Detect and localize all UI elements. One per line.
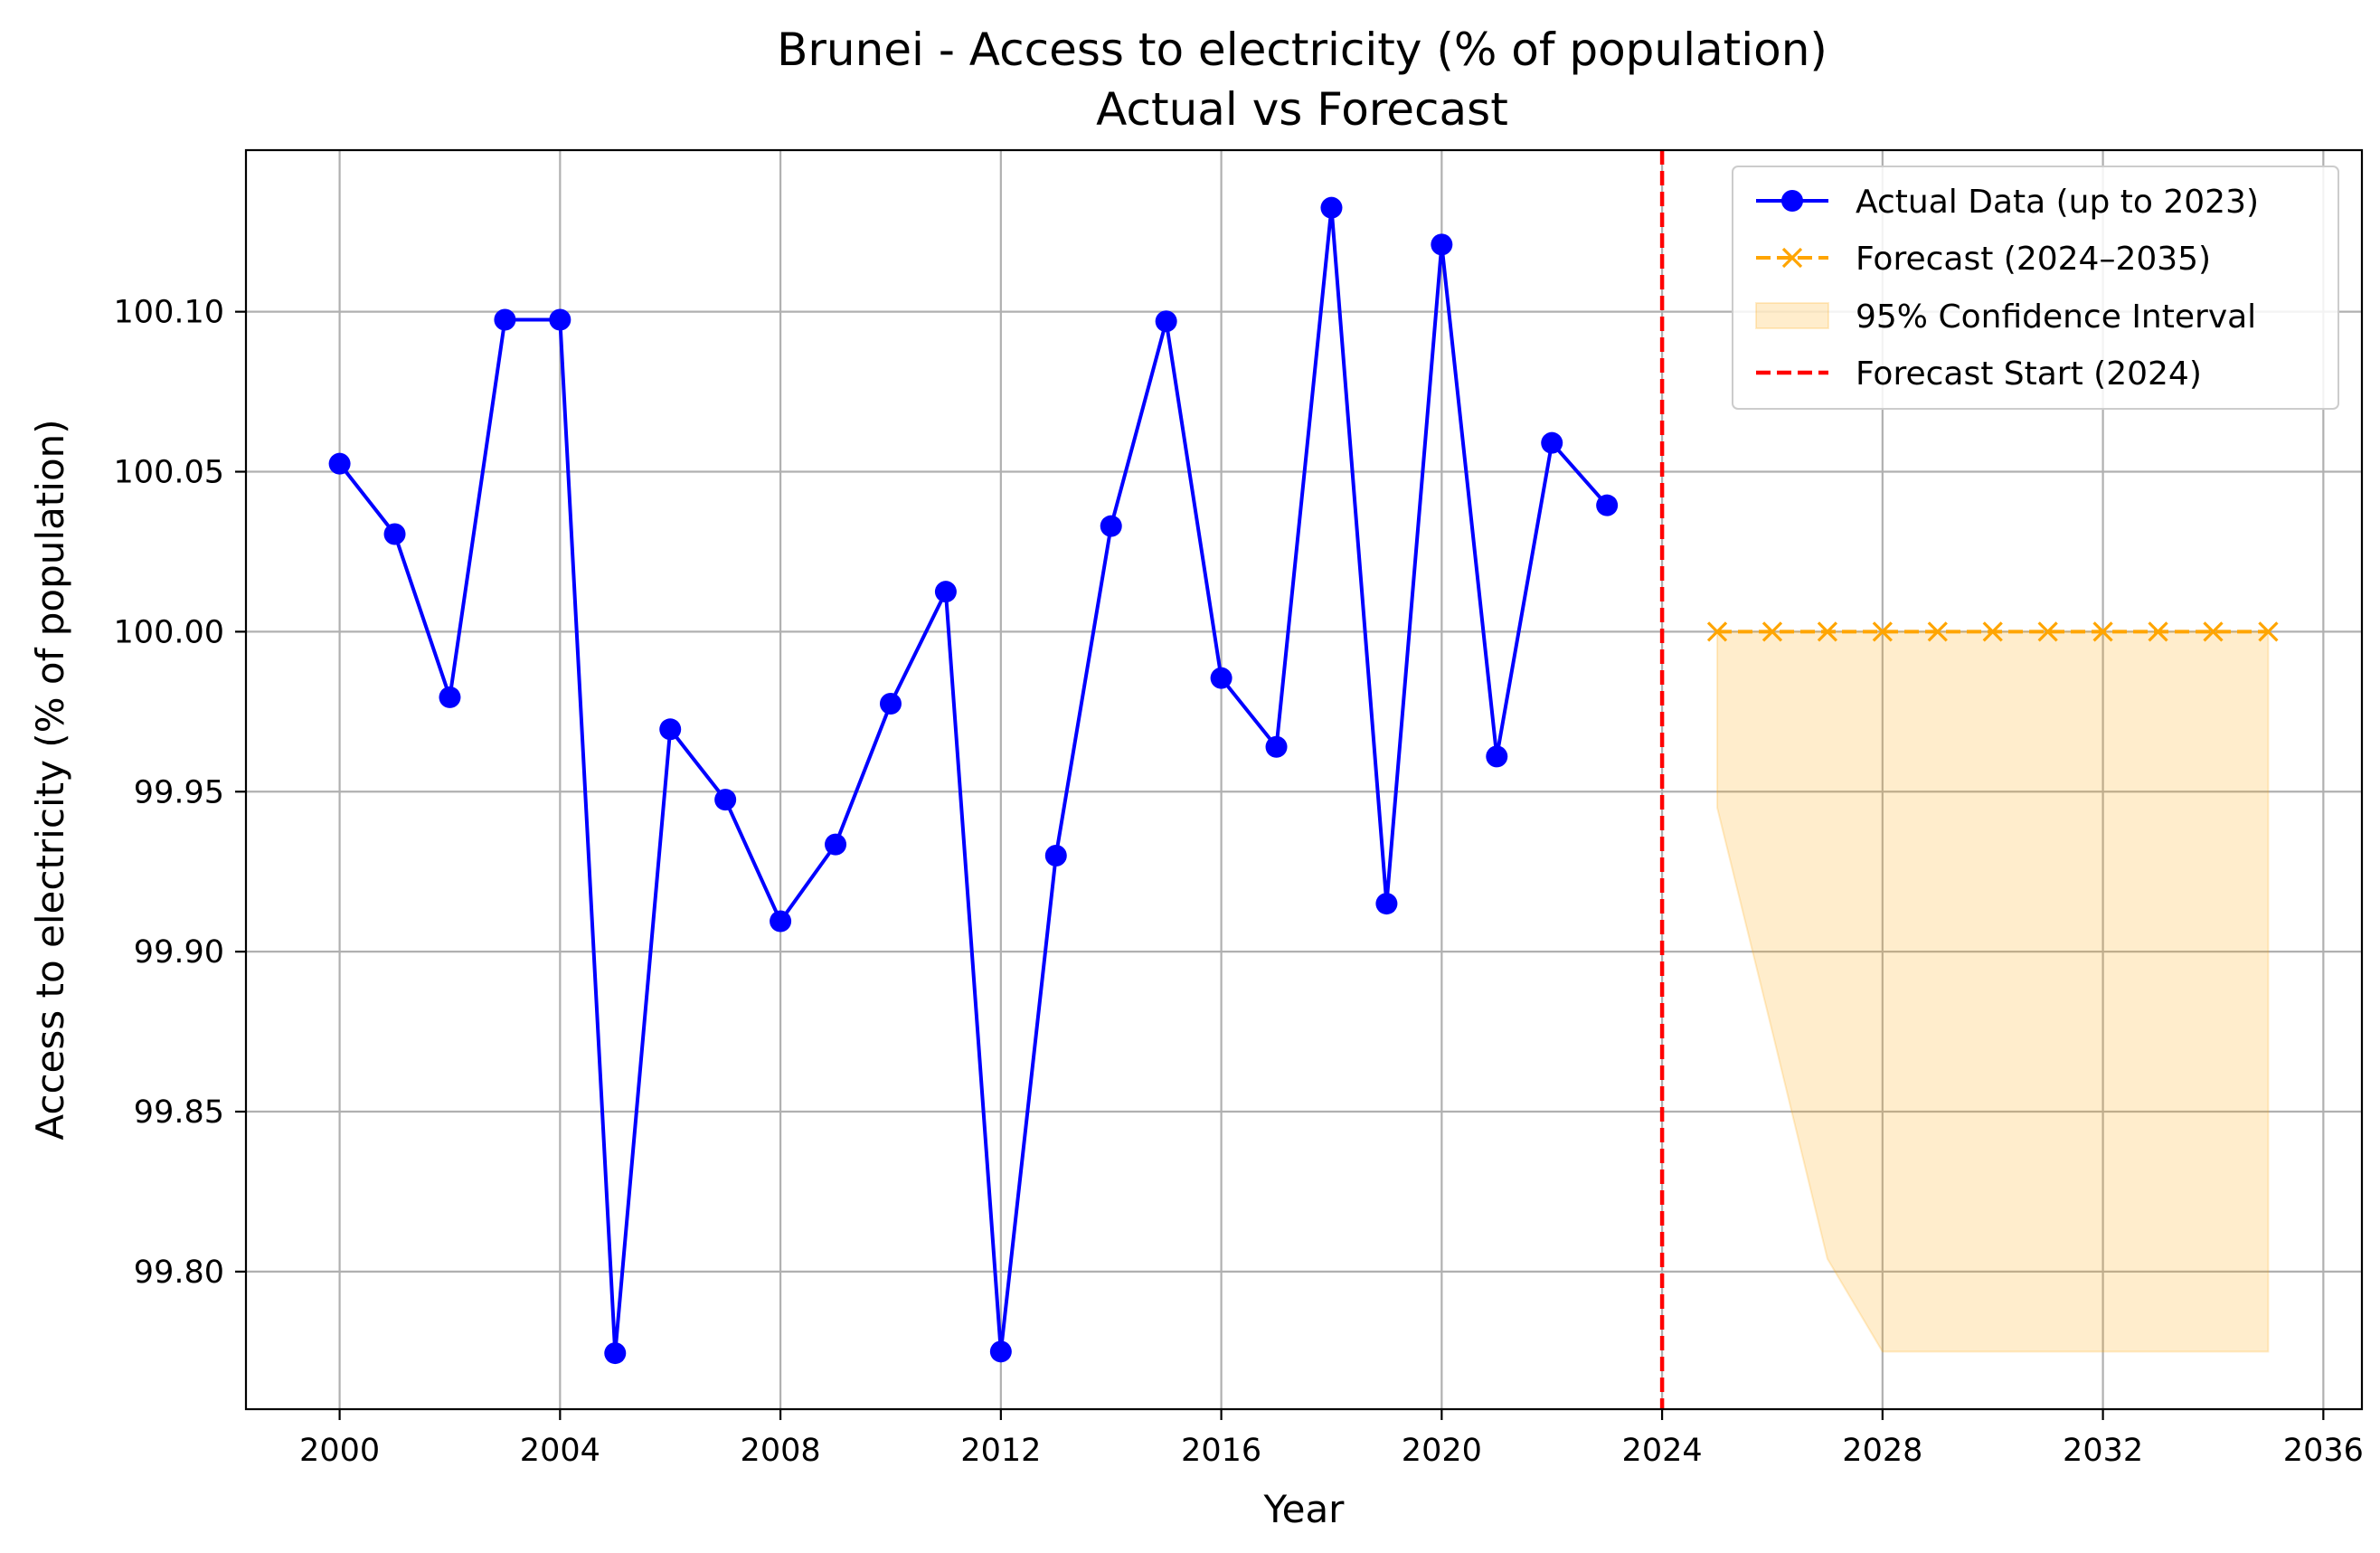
x-tick-label: 2008	[741, 1433, 821, 1469]
x-tick-label: 2004	[520, 1433, 600, 1469]
actual-point	[1596, 494, 1619, 516]
actual-point	[1431, 233, 1453, 256]
actual-point	[1044, 845, 1067, 867]
actual-point	[1100, 515, 1122, 537]
confidence-interval	[1716, 630, 2270, 1353]
x-tick-label: 2000	[299, 1433, 380, 1469]
actual-point	[439, 686, 461, 708]
y-tick-label: 100.05	[114, 455, 224, 491]
forecast-point	[1927, 621, 1948, 642]
actual-point	[328, 452, 351, 475]
actual-point	[1320, 196, 1343, 219]
y-tick-label: 99.85	[134, 1094, 224, 1131]
x-tick-label: 2016	[1181, 1433, 1261, 1469]
x-tick-label: 2012	[960, 1433, 1041, 1469]
actual-point	[1155, 310, 1177, 333]
y-tick-label: 99.95	[134, 774, 224, 810]
actual-point	[989, 1340, 1012, 1363]
y-axis-label: Access to electricity (% of population)	[28, 419, 72, 1140]
forecast-point	[2148, 621, 2168, 642]
y-tick-label: 99.90	[134, 934, 224, 971]
forecast-point	[2037, 621, 2058, 642]
plot-frame	[244, 148, 2364, 1411]
x-axis-label: Year	[1263, 1487, 1346, 1531]
legend-handle-ci	[1755, 302, 1829, 329]
forecast-point	[1761, 621, 1783, 642]
x-axis-ticks: 2000 2004 2008 2012 2016 2020 2024 2028 2032 2036	[299, 1409, 2364, 1469]
y-tick-label: 99.80	[134, 1255, 224, 1291]
x-tick-label: 2036	[2283, 1433, 2364, 1469]
forecast-point	[2258, 621, 2279, 642]
actual-point	[1265, 735, 1288, 758]
actual-point	[383, 523, 406, 545]
actual-point	[1210, 667, 1232, 689]
legend-label-actual: Actual Data (up to 2023)	[1856, 184, 2259, 221]
legend-box	[1732, 166, 2339, 410]
y-tick-label: 100.00	[114, 614, 224, 650]
forecast-point	[2092, 621, 2113, 642]
actual-point	[825, 833, 847, 856]
legend-label-vline: Forecast Start (2024)	[1856, 355, 2202, 393]
actual-line	[338, 205, 1609, 1356]
actual-point	[1541, 431, 1563, 454]
x-tick-label: 2028	[1842, 1433, 1922, 1469]
y-axis-ticks: 99.80 99.85 99.90 99.95 100.00 100.05 100.10	[114, 295, 246, 1291]
actual-point	[1375, 893, 1398, 915]
x-tick-label: 2020	[1402, 1433, 1482, 1469]
forecast-point	[2203, 621, 2224, 642]
actual-point	[770, 910, 792, 933]
grid	[246, 150, 2362, 1409]
legend-label-forecast: Forecast (2024–2035)	[1856, 241, 2211, 278]
y-tick-label: 100.10	[114, 295, 224, 331]
actual-point	[1486, 745, 1508, 768]
actual-point	[879, 692, 902, 715]
forecast-point	[1817, 621, 1838, 642]
actual-point	[494, 308, 516, 331]
forecast-point	[1872, 621, 1893, 642]
actual-point	[934, 581, 957, 603]
actual-point	[714, 789, 737, 811]
x-tick-label: 2024	[1622, 1433, 1703, 1469]
forecast-point	[1982, 621, 2003, 642]
chart-title: Brunei - Access to electricity (% of pop…	[777, 24, 1828, 76]
series	[328, 196, 2279, 1365]
actual-point	[604, 1342, 627, 1365]
actual-point	[549, 308, 571, 331]
legend-marker-actual	[1781, 190, 1803, 212]
legend-label-ci: 95% Confidence Interval	[1856, 298, 2256, 336]
x-tick-label: 2032	[2063, 1433, 2143, 1469]
legend: Actual Data (up to 2023) Forecast (2024–2…	[1732, 166, 2339, 410]
legend-marker-forecast	[1781, 247, 1803, 269]
chart-subtitle: Actual vs Forecast	[1096, 83, 1508, 136]
actual-point	[659, 718, 682, 741]
confidence-band	[1716, 630, 2270, 1353]
forecast-point	[1706, 621, 1728, 642]
